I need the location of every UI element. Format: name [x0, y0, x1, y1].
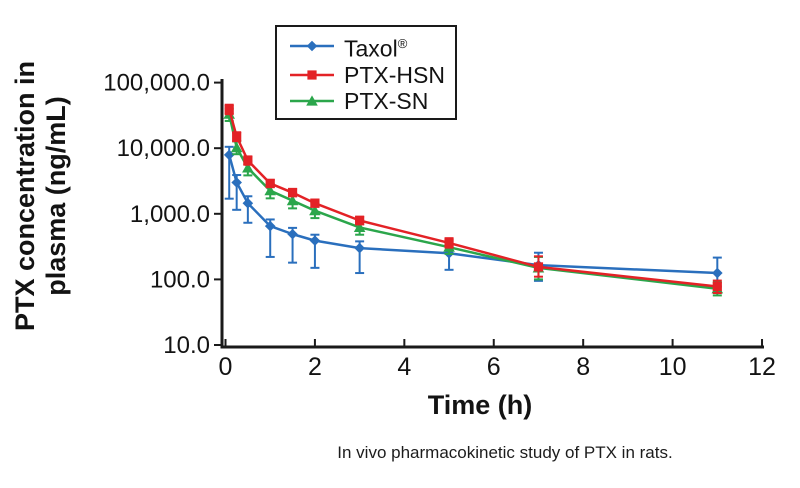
series-ptxhsn — [224, 103, 722, 295]
legend-label-ptx-hsn: PTX-HSN — [344, 63, 445, 87]
series-taxol — [223, 145, 723, 288]
legend-label-ptx-sn: PTX-SN — [344, 89, 428, 113]
y-tick-label: 10.0 — [163, 332, 210, 359]
legend: Taxol® PTX-HSN PTX-SN — [275, 25, 457, 120]
legend-label-ptx-sn-text: PTX-SN — [344, 87, 429, 114]
legend-item-ptx-sn: PTX-SN — [289, 89, 455, 113]
pk-chart-plot: 100,000.0 10,000.0 1,000.0 100.0 10.0 0 2 4 6 8 10… — [103, 70, 776, 381]
x-tick-label: 2 — [308, 353, 322, 381]
ptx-hsn-square-marker-icon — [290, 70, 334, 80]
legend-label-taxol: Taxol® — [344, 32, 407, 61]
x-tick-label: 12 — [748, 353, 776, 381]
x-axis-title: Time (h) — [427, 390, 533, 420]
y-tick-label: 100,000.0 — [103, 70, 210, 97]
legend-label-taxol-text: Taxol — [344, 35, 398, 62]
x-tick-label: 4 — [397, 353, 411, 381]
legend-item-ptx-hsn: PTX-HSN — [289, 63, 455, 87]
x-tick-label: 0 — [219, 353, 233, 381]
registered-trademark-symbol: ® — [397, 36, 408, 52]
y-tick-label: 100.0 — [150, 266, 210, 293]
ptx-sn-triangle-marker-icon — [290, 95, 334, 106]
x-tick-label: 8 — [576, 353, 590, 381]
x-tick-label: 10 — [659, 353, 687, 381]
series-ptxsn — [223, 107, 724, 297]
y-tick-label: 10,000.0 — [117, 135, 210, 162]
legend-label-ptx-hsn-text: PTX-HSN — [344, 61, 445, 88]
x-tick-label: 6 — [487, 353, 501, 381]
y-tick-label: 1,000.0 — [130, 201, 210, 228]
legend-item-taxol: Taxol® — [289, 32, 455, 61]
taxol-diamond-marker-icon — [290, 41, 334, 52]
figure-caption: In vivo pharmacokinetic study of PTX in … — [337, 443, 673, 462]
